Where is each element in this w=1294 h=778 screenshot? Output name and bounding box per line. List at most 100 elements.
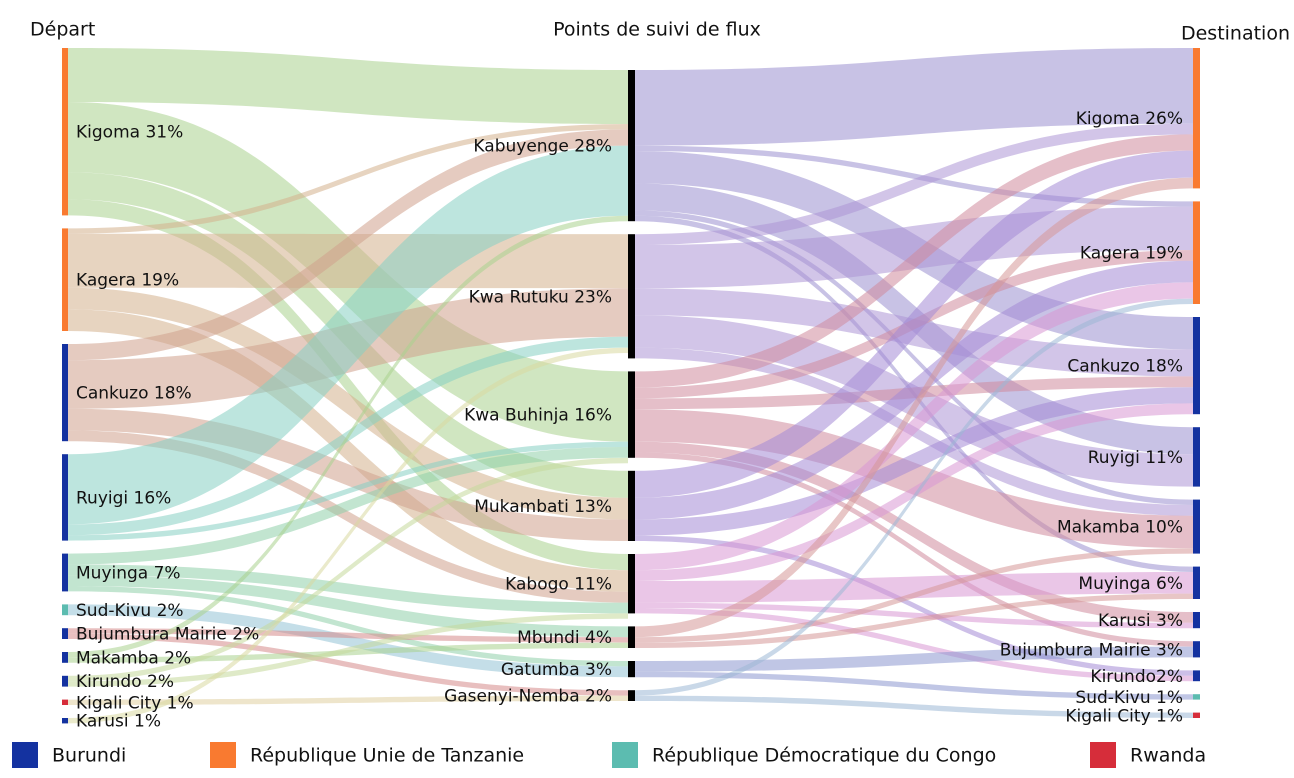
flow [635,403,1193,581]
flow [635,48,1193,146]
flow [635,695,1193,718]
flow [635,134,1193,388]
node-label: Gatumba 3% [501,660,612,680]
flow [635,260,1193,520]
flow [635,646,1193,672]
flow [68,695,628,705]
legend-label: République Unie de Tanzanie [250,745,524,767]
node-label: Kabuyenge 28% [473,137,612,157]
flow [68,124,628,234]
flow [635,572,1193,603]
node-label: Bujumbura Mairie 3% [1000,640,1183,660]
node-label: Kirundo 2% [76,672,174,692]
legend-label: République Démocratique du Congo [652,745,996,767]
node-label: Gasenyi-Nemba 2% [444,687,612,707]
flow [635,145,1193,207]
node-bar [62,604,68,616]
node-label: Mukambati 13% [474,497,612,517]
flow [635,452,1193,647]
node-label: Muyinga 6% [1078,574,1183,594]
node-label: Sud-Kivu 1% [1075,688,1183,708]
flow [68,564,628,614]
node-label: Makamba 2% [76,648,191,668]
node-bar [1193,670,1200,682]
flow [635,177,1193,638]
flow [635,441,1193,623]
flow [68,457,628,682]
flow [68,628,628,643]
flow [68,287,628,520]
node-label: Kigoma 26% [1076,109,1183,129]
node-bar [628,554,635,614]
node-bar [62,718,68,724]
node-label: Kagera 19% [1080,244,1183,264]
legend-swatch [210,742,236,768]
node-label: Cankuzo 18% [1067,357,1183,377]
flow [68,604,628,678]
flow [635,123,1193,245]
flow [68,215,628,658]
node-label: Ruyigi 16% [76,488,171,508]
flow [68,199,628,571]
node-bar [62,699,68,705]
node-label: Karusi 3% [1098,611,1183,631]
node-bar [1193,48,1200,189]
node-label: Kigali City 1% [76,693,194,713]
node-bar [1193,427,1200,487]
node-label: Kabogo 11% [505,575,612,595]
node-bar [628,690,635,701]
node-bar [1193,641,1200,658]
node-label: Kwa Buhinja 16% [464,406,612,426]
node-bar [628,371,635,458]
flow [635,602,1193,629]
flow [635,150,1193,498]
flow [68,309,628,592]
flow [68,129,628,361]
node-bar [1193,499,1200,554]
legend-label: Burundi [52,745,126,767]
node-bar [62,228,68,331]
legend-swatch [1090,742,1116,768]
node-bar [628,70,635,222]
node-label: Bujumbura Mairie 2% [76,625,259,645]
node-label: Ruyigi 11% [1088,448,1183,468]
node-bar [62,344,68,442]
node-label: Cankuzo 18% [76,384,192,404]
flow [635,593,1193,648]
legend-swatch [12,742,38,768]
flow [68,613,628,687]
node-bar [628,234,635,359]
flow [68,347,628,724]
flow [635,210,1193,505]
flow [68,430,628,603]
node-label: Sud-Kivu 2% [76,601,184,621]
node-label: Kigali City 1% [1065,706,1183,726]
flow [635,608,1193,682]
node-bar [1193,612,1200,629]
node-label: Kagera 19% [76,271,179,291]
node-bar [628,661,635,678]
flow [635,387,1193,536]
flow [68,441,628,541]
flow [635,671,1193,700]
flow [68,48,628,124]
node-bar [62,652,68,663]
node-bar [628,626,635,648]
flow [635,535,1193,676]
node-bar [62,675,68,687]
flow [68,447,628,565]
flow [68,586,628,667]
node-label: Kwa Rutuku 23% [469,287,612,307]
legend-swatch [612,742,638,768]
node-bar [62,48,68,216]
node-bar [628,470,635,541]
node-bar [62,454,68,541]
node-label: Makamba 10% [1057,518,1183,538]
flow [635,282,1193,571]
links [68,48,1193,724]
node-bar [1193,694,1200,700]
flow [635,298,1193,696]
flow [635,548,1193,643]
